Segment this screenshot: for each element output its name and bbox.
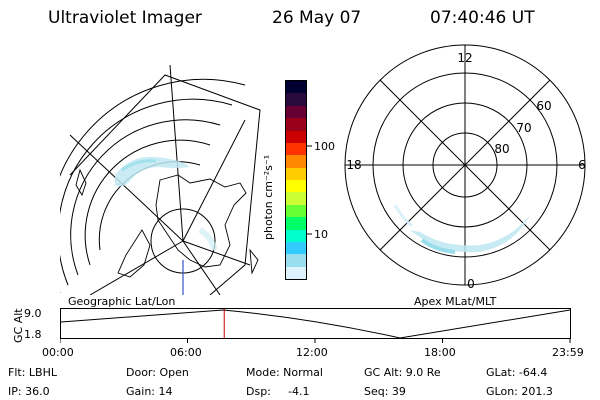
lat-arc xyxy=(84,139,211,266)
color-band xyxy=(286,229,306,242)
mlt-label-0: 0 xyxy=(467,277,475,290)
color-band xyxy=(286,118,306,131)
mlat-label-70: 70 xyxy=(516,121,531,135)
mlat-label-80: 80 xyxy=(494,142,509,156)
color-band xyxy=(286,93,306,106)
coastline xyxy=(249,248,259,275)
lat-arc xyxy=(60,98,233,286)
left-map-label: Geographic Lat/Lon xyxy=(68,295,176,308)
color-band xyxy=(286,254,306,267)
meridian xyxy=(89,240,184,295)
color-band xyxy=(286,266,306,279)
color-scale-unit: photon cm⁻²s⁻¹ xyxy=(262,154,275,240)
timeline-y-tick-max: 9.0 xyxy=(24,307,42,320)
meridian xyxy=(182,119,246,242)
info-glon: GLon: 201.3 xyxy=(486,385,553,398)
meridian xyxy=(69,134,184,242)
coastline xyxy=(155,174,247,268)
lat-arc xyxy=(60,78,246,293)
meridian xyxy=(182,240,221,295)
right-map-label: Apex MLat/MLT xyxy=(414,295,497,308)
color-tick-10: 10 xyxy=(314,228,328,241)
info-filter: Flt: LBHL xyxy=(8,366,57,379)
color-band xyxy=(286,167,306,180)
apex-polar-map: 12 18 6 0 60 70 80 xyxy=(344,44,586,290)
instrument-title: Ultraviolet Imager xyxy=(48,8,202,28)
meridian xyxy=(182,240,251,266)
time-tick-0000: 00:00 xyxy=(42,346,74,359)
color-scale-bar xyxy=(285,80,307,280)
color-band xyxy=(286,241,306,255)
time-tick-0600: 06:00 xyxy=(170,346,202,359)
info-dsp-value: -4.1 xyxy=(288,385,310,398)
info-gc-alt: GC Alt: 9.0 Re xyxy=(364,366,441,379)
date-label: 26 May 07 xyxy=(272,8,362,28)
info-gain: Gain: 14 xyxy=(126,385,173,398)
color-band xyxy=(286,142,306,156)
mlat-label-60: 60 xyxy=(536,99,551,113)
aurora-emission xyxy=(115,156,218,252)
mlt-label-18: 18 xyxy=(346,158,361,172)
time-tick-1800: 18:00 xyxy=(424,346,456,359)
altitude-curve xyxy=(60,309,571,339)
coastline xyxy=(75,168,87,197)
altitude-timeline xyxy=(60,308,571,343)
color-band xyxy=(286,180,306,193)
color-band xyxy=(286,105,306,119)
aurora-oval xyxy=(393,204,530,254)
coastline xyxy=(117,229,151,278)
color-band xyxy=(286,81,306,94)
info-glat: GLat: -64.4 xyxy=(486,366,548,379)
info-mode: Mode: Normal xyxy=(246,366,323,379)
time-label: 07:40:46 UT xyxy=(430,8,535,28)
geographic-map xyxy=(60,64,261,295)
info-dsp-label: Dsp: xyxy=(246,385,271,398)
color-scale-ticks: 100 10 xyxy=(306,140,335,241)
lat-arc xyxy=(70,119,221,276)
info-ip: IP: 36.0 xyxy=(8,385,50,398)
info-seq: Seq: 39 xyxy=(364,385,406,398)
color-band xyxy=(286,155,306,168)
color-band xyxy=(286,204,306,218)
color-tick-100: 100 xyxy=(314,140,335,153)
fov-boundary xyxy=(69,74,261,295)
color-band xyxy=(286,217,306,230)
color-band xyxy=(286,130,306,143)
mlt-label-12: 12 xyxy=(457,51,472,65)
time-tick-1200: 12:00 xyxy=(296,346,328,359)
timeline-frame xyxy=(60,308,571,339)
mlt-label-6: 6 xyxy=(578,158,586,172)
info-door: Door: Open xyxy=(126,366,189,379)
timeline-y-tick-min: 1.8 xyxy=(24,328,42,341)
color-band xyxy=(286,192,306,205)
time-tick-2359: 23:59 xyxy=(552,346,584,359)
meridian xyxy=(169,64,184,242)
